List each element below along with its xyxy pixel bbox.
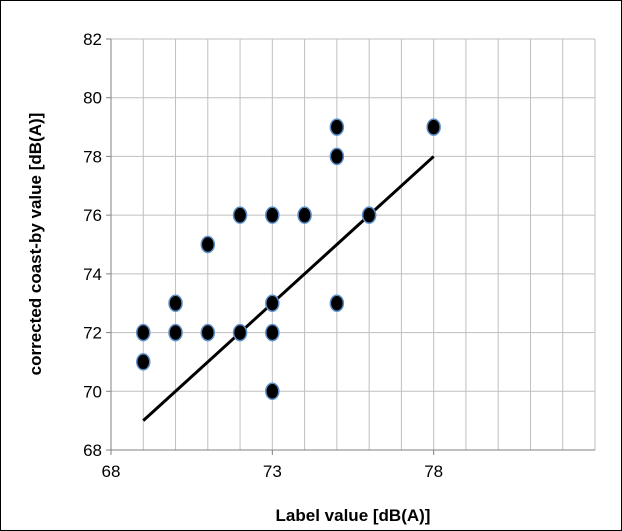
x-tick-label: 73 <box>263 462 282 481</box>
fit-line-group <box>142 155 435 422</box>
data-point <box>168 294 183 312</box>
fit-line <box>142 155 435 422</box>
data-points <box>136 118 441 401</box>
data-point <box>168 323 183 342</box>
plot-area <box>111 39 595 450</box>
data-point <box>200 323 216 342</box>
data-point <box>136 323 151 342</box>
y-tick-label: 76 <box>83 206 102 225</box>
data-point <box>265 206 280 224</box>
data-point <box>232 206 248 224</box>
grid-lines <box>111 38 596 450</box>
y-tick-label: 68 <box>83 441 102 460</box>
data-point <box>200 235 216 254</box>
data-point <box>265 382 280 401</box>
y-tick-label: 82 <box>83 30 102 49</box>
data-point <box>329 118 345 136</box>
y-tick-label: 80 <box>83 89 102 108</box>
x-tick-label: 68 <box>102 462 121 481</box>
data-point <box>265 294 280 312</box>
y-axis-title: corrected coast-by value [dB(A)] <box>26 113 45 376</box>
y-tick-label: 70 <box>83 382 102 401</box>
y-tick-label: 72 <box>83 324 102 343</box>
tick-labels: 68 70 72 74 76 78 80 82 68 73 78 <box>83 30 443 481</box>
data-point <box>426 118 441 136</box>
x-tick-label: 78 <box>424 462 443 481</box>
data-point <box>329 147 345 166</box>
data-point <box>265 323 280 342</box>
data-point <box>361 206 377 224</box>
y-tick-label: 78 <box>83 147 102 166</box>
y-tick-label: 74 <box>83 265 102 284</box>
x-axis-title: Label value [dB(A)] <box>276 506 431 525</box>
data-point <box>136 353 151 371</box>
data-point <box>297 206 312 224</box>
data-point <box>329 294 345 312</box>
data-point <box>232 323 248 342</box>
